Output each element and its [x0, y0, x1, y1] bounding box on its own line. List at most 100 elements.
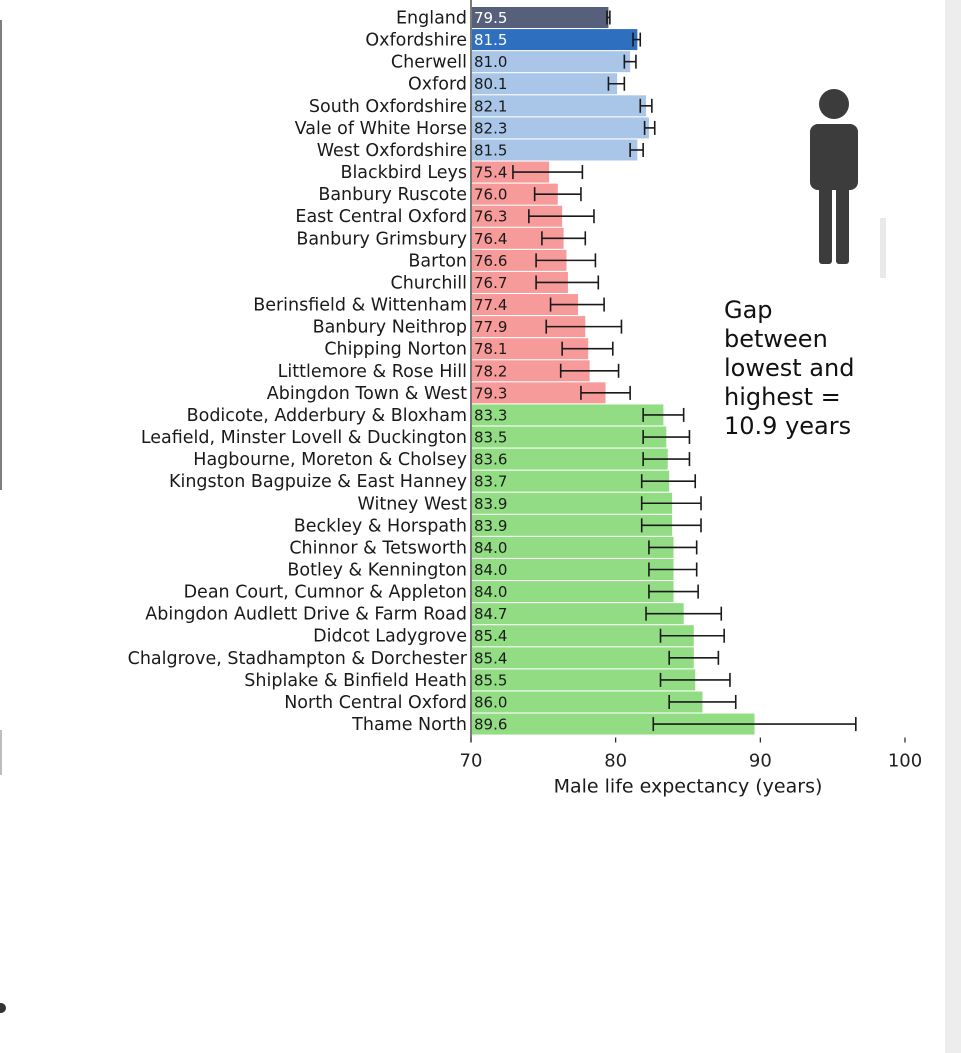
value-label-oxfordshire: 81.5 — [474, 31, 507, 49]
value-label-botley-and-kennington: 84.0 — [474, 561, 507, 579]
left-edge-dot — [0, 1003, 6, 1013]
bar-leafield-minster-lovell-and-duckington — [472, 426, 667, 448]
bar-kingston-bagpuize-and-east-hanney — [472, 470, 670, 492]
bar-vale-of-white-horse — [472, 117, 649, 139]
gap-annotation-line-3: lowest and — [724, 354, 855, 382]
bar-banbury-grimsbury — [472, 227, 564, 249]
right-side-panel — [945, 0, 961, 1053]
value-label-witney-west: 83.9 — [474, 495, 507, 513]
category-label-chalgrove-stadhampton-and-dorchester: Chalgrove, Stadhampton & Dorchester — [128, 649, 468, 669]
person-left-leg — [819, 184, 832, 264]
person-torso — [810, 124, 858, 190]
bar-banbury-ruscote — [472, 183, 558, 205]
bar-south-oxfordshire — [472, 95, 647, 117]
category-label-chinnor-and-tetsworth: Chinnor & Tetsworth — [289, 538, 467, 558]
category-label-banbury-grimsbury: Banbury Grimsbury — [296, 229, 467, 249]
value-label-south-oxfordshire: 82.1 — [474, 97, 507, 115]
bar-hagbourne-moreton-and-cholsey — [472, 448, 668, 470]
left-edge-rule-lower — [0, 730, 2, 775]
value-label-abingdon-town-and-west: 79.3 — [474, 384, 507, 402]
bar-west-oxfordshire — [472, 139, 638, 161]
category-label-botley-and-kennington: Botley & Kennington — [287, 561, 467, 581]
gap-annotation-line-1: Gap — [724, 296, 773, 324]
value-label-beckley-and-horspath: 83.9 — [474, 517, 507, 535]
bar-beckley-and-horspath — [472, 514, 673, 536]
bar-witney-west — [472, 492, 673, 514]
category-label-kingston-bagpuize-and-east-hanney: Kingston Bagpuize & East Hanney — [169, 472, 467, 492]
person-right-leg — [836, 184, 849, 264]
bar-abingdon-town-and-west — [472, 382, 606, 404]
category-label-witney-west: Witney West — [358, 494, 468, 514]
category-label-berinsfield-and-wittenham: Berinsfield & Wittenham — [253, 296, 467, 316]
value-label-west-oxfordshire: 81.5 — [474, 141, 507, 159]
bar-botley-and-kennington — [472, 559, 674, 580]
value-label-bodicote-adderbury-and-bloxham: 83.3 — [474, 406, 507, 424]
x-tick-label-70: 70 — [460, 751, 483, 772]
person-shadow-strip — [880, 218, 886, 278]
bar-england — [472, 7, 609, 28]
category-label-bodicote-adderbury-and-bloxham: Bodicote, Adderbury & Bloxham — [187, 406, 467, 426]
value-label-chinnor-and-tetsworth: 84.0 — [474, 539, 507, 557]
left-edge-rule — [0, 20, 2, 490]
value-label-banbury-neithrop: 77.9 — [474, 318, 507, 336]
value-label-thame-north: 89.6 — [474, 716, 507, 734]
category-label-banbury-neithrop: Banbury Neithrop — [313, 318, 467, 338]
value-label-churchill: 76.7 — [474, 274, 507, 292]
bar-chipping-norton — [472, 338, 589, 360]
value-label-barton: 76.6 — [474, 252, 507, 270]
category-label-east-central-oxford: East Central Oxford — [295, 207, 467, 227]
category-label-blackbird-leys: Blackbird Leys — [340, 163, 467, 183]
value-label-dean-court-cumnor-and-appleton: 84.0 — [474, 583, 507, 601]
value-label-banbury-grimsbury: 76.4 — [474, 230, 507, 248]
value-label-east-central-oxford: 76.3 — [474, 208, 507, 226]
category-label-oxfordshire: Oxfordshire — [365, 31, 467, 51]
x-tick-label-80: 80 — [604, 751, 627, 772]
category-label-west-oxfordshire: West Oxfordshire — [317, 141, 467, 161]
category-label-south-oxfordshire: South Oxfordshire — [309, 97, 467, 117]
gap-annotation: Gap between lowest and highest = 10.9 ye… — [724, 296, 924, 441]
value-label-littlemore-and-rose-hill: 78.2 — [474, 362, 507, 380]
bar-thame-north — [472, 713, 755, 735]
value-label-vale-of-white-horse: 82.3 — [474, 119, 507, 137]
category-label-leafield-minster-lovell-and-duckington: Leafield, Minster Lovell & Duckington — [141, 428, 467, 448]
bar-blackbird-leys — [472, 161, 550, 183]
x-axis-title: Male life expectancy (years) — [554, 776, 823, 798]
gap-annotation-line-5: 10.9 years — [724, 412, 852, 440]
category-label-oxford: Oxford — [408, 75, 467, 95]
bar-cherwell — [472, 51, 631, 73]
bar-east-central-oxford — [472, 205, 563, 227]
value-label-abingdon-audlett-drive-and-farm-road: 84.7 — [474, 605, 507, 623]
bar-barton — [472, 249, 567, 271]
category-label-banbury-ruscote: Banbury Ruscote — [318, 185, 467, 205]
value-label-shiplake-and-binfield-heath: 85.5 — [474, 671, 507, 689]
category-label-beckley-and-horspath: Beckley & Horspath — [294, 516, 467, 536]
x-tick-label-90: 90 — [749, 751, 772, 772]
category-label-shiplake-and-binfield-heath: Shiplake & Binfield Heath — [244, 671, 467, 691]
category-label-vale-of-white-horse: Vale of White Horse — [295, 119, 467, 139]
gap-annotation-line-2: between — [724, 325, 828, 353]
category-label-didcot-ladygrove: Didcot Ladygrove — [313, 627, 467, 647]
category-label-dean-court-cumnor-and-appleton: Dean Court, Cumnor & Appleton — [184, 583, 467, 603]
category-label-abingdon-audlett-drive-and-farm-road: Abingdon Audlett Drive & Farm Road — [145, 605, 467, 625]
bar-chinnor-and-tetsworth — [472, 536, 674, 558]
bar-north-central-oxford — [472, 691, 703, 713]
value-label-chipping-norton: 78.1 — [474, 340, 507, 358]
category-label-barton: Barton — [408, 251, 467, 271]
value-label-leafield-minster-lovell-and-duckington: 83.5 — [474, 429, 507, 447]
bar-shiplake-and-binfield-heath — [472, 669, 696, 691]
category-label-north-central-oxford: North Central Oxford — [284, 693, 467, 713]
value-label-england: 79.5 — [474, 9, 507, 27]
value-label-chalgrove-stadhampton-and-dorchester: 85.4 — [474, 649, 507, 667]
value-label-oxford: 80.1 — [474, 75, 507, 93]
male-person-icon — [810, 89, 886, 278]
value-label-cherwell: 81.0 — [474, 53, 507, 71]
category-label-littlemore-and-rose-hill: Littlemore & Rose Hill — [278, 362, 467, 382]
person-head — [819, 89, 849, 119]
bar-banbury-neithrop — [472, 316, 586, 338]
bar-abingdon-audlett-drive-and-farm-road — [472, 603, 684, 625]
value-label-hagbourne-moreton-and-cholsey: 83.6 — [474, 451, 507, 469]
category-label-hagbourne-moreton-and-cholsey: Hagbourne, Moreton & Cholsey — [193, 450, 467, 470]
value-label-north-central-oxford: 86.0 — [474, 693, 507, 711]
